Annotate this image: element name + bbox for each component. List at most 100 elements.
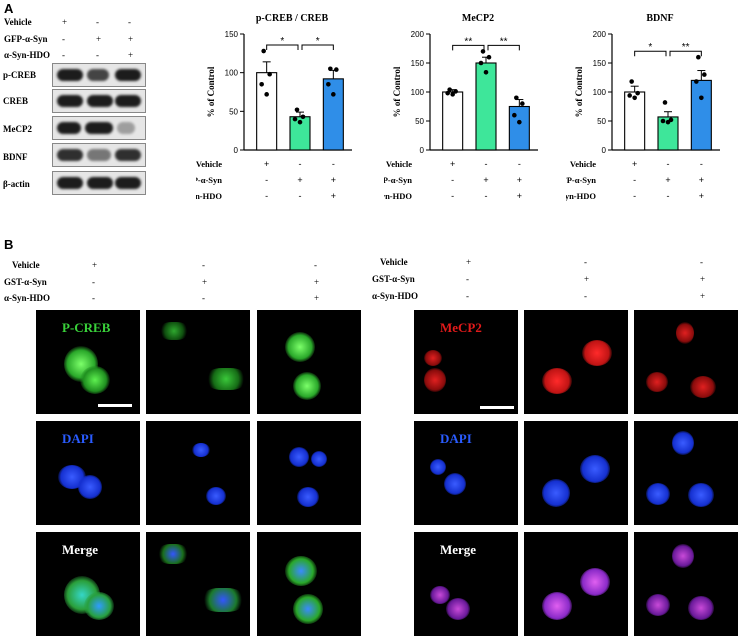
blot-row-label: p-CREB (3, 70, 37, 80)
blot-band (115, 149, 141, 161)
treatment-mark: + (699, 175, 704, 185)
blot-band (57, 69, 83, 81)
treatment-label: α-Syn-HDO (384, 191, 412, 201)
micrograph-label: DAPI (440, 431, 472, 446)
blot-band (115, 69, 141, 81)
bar (508, 105, 530, 151)
scale-bar (98, 404, 132, 407)
blot-mark: - (62, 34, 65, 44)
data-point (328, 66, 333, 72)
significance-label: ** (464, 36, 472, 47)
treatment-mark: + (264, 159, 269, 169)
treatment-mark: + (314, 293, 320, 303)
treatment-mark: - (518, 159, 521, 169)
chart-title: MeCP2 (462, 13, 494, 24)
data-point (480, 49, 486, 54)
data-point (517, 119, 522, 125)
cell (158, 544, 188, 564)
significance-label: ** (682, 42, 690, 53)
micrograph-label: DAPI (62, 431, 94, 446)
treatment-mark: + (331, 175, 336, 185)
cell (297, 487, 319, 507)
treatment-label: Vehicle (380, 257, 408, 267)
cell (646, 594, 670, 616)
cell (424, 368, 446, 392)
treatment-mark: + (314, 277, 320, 287)
cell (285, 332, 315, 362)
blot-strip-creb (52, 89, 146, 113)
treatment-mark: - (202, 293, 205, 303)
cell (424, 350, 442, 366)
blot-mark: - (62, 50, 65, 60)
micrograph-merge-gst-syn-hdo-right (634, 532, 738, 636)
data-point (662, 100, 668, 105)
treatment-label: Vehicle (570, 159, 596, 169)
treatment-mark: - (700, 159, 703, 169)
blot-band (115, 177, 141, 189)
blot-mark: + (96, 34, 102, 44)
panel-label-b: B (4, 237, 14, 252)
significance-label: ** (500, 36, 508, 47)
blot-mark: - (96, 50, 99, 60)
y-axis-label: % of Control (574, 66, 584, 117)
y-axis-label: % of Control (392, 66, 402, 117)
bar-chart-mecp2: MeCP2 % of Control 0 50 100 150 200 ** ** Vehicle… (384, 13, 538, 201)
panel-label-a: A (4, 1, 14, 16)
treatment-mark: + (202, 277, 208, 287)
cell (542, 479, 570, 507)
treatment-label: α-Syn-HDO (372, 291, 419, 301)
significance-label: * (280, 36, 284, 47)
data-point (512, 112, 517, 118)
treatment-mark: + (483, 175, 488, 185)
cell (688, 596, 714, 620)
blot-mark: - (128, 17, 131, 27)
treatment-mark: - (202, 260, 205, 270)
y-tick-label: 100 (411, 88, 425, 97)
cell (285, 556, 317, 586)
data-point (453, 89, 458, 94)
treatment-mark: - (451, 175, 454, 185)
data-point (331, 92, 336, 97)
micrograph-merge-gst-syn-right (524, 532, 628, 636)
data-point (292, 116, 298, 122)
treatment-mark: - (485, 159, 488, 169)
treatment-mark: - (314, 260, 317, 270)
y-tick-label: 50 (597, 117, 606, 126)
treatment-mark: + (517, 175, 522, 185)
cell (84, 592, 114, 620)
chart-title: BDNF (646, 13, 673, 24)
treatment-mark: - (584, 257, 587, 267)
cell (202, 588, 244, 612)
treatment-mark: - (451, 191, 454, 201)
data-point (514, 95, 519, 101)
treatment-mark: + (699, 191, 704, 201)
cell (582, 340, 612, 366)
treatment-mark: - (667, 191, 670, 201)
treatment-mark: + (517, 191, 522, 201)
data-point (326, 81, 331, 87)
y-tick-label: 0 (602, 146, 607, 155)
treatment-mark: - (466, 274, 469, 284)
cell (688, 483, 714, 507)
data-point (261, 48, 266, 54)
treatment-mark: + (92, 260, 98, 270)
data-point (627, 93, 632, 98)
data-point (702, 72, 707, 77)
treatment-mark: - (700, 257, 703, 267)
data-point (696, 54, 701, 60)
micrograph-merge-vehicle-right: Merge (414, 532, 518, 636)
cell (293, 594, 323, 624)
treatment-mark: - (485, 191, 488, 201)
micrograph-label: P-CREB (62, 320, 111, 335)
blot-band (87, 69, 109, 81)
bar (475, 62, 497, 151)
significance-bracket (487, 44, 520, 51)
cell (676, 322, 694, 344)
micrograph-merge-gst-syn (146, 532, 250, 636)
data-point (665, 119, 671, 125)
cell (311, 451, 327, 467)
micrograph-mecp2-gst-syn (524, 310, 628, 414)
treatment-mark: - (633, 191, 636, 201)
chart-title: p-CREB / CREB (256, 13, 329, 24)
